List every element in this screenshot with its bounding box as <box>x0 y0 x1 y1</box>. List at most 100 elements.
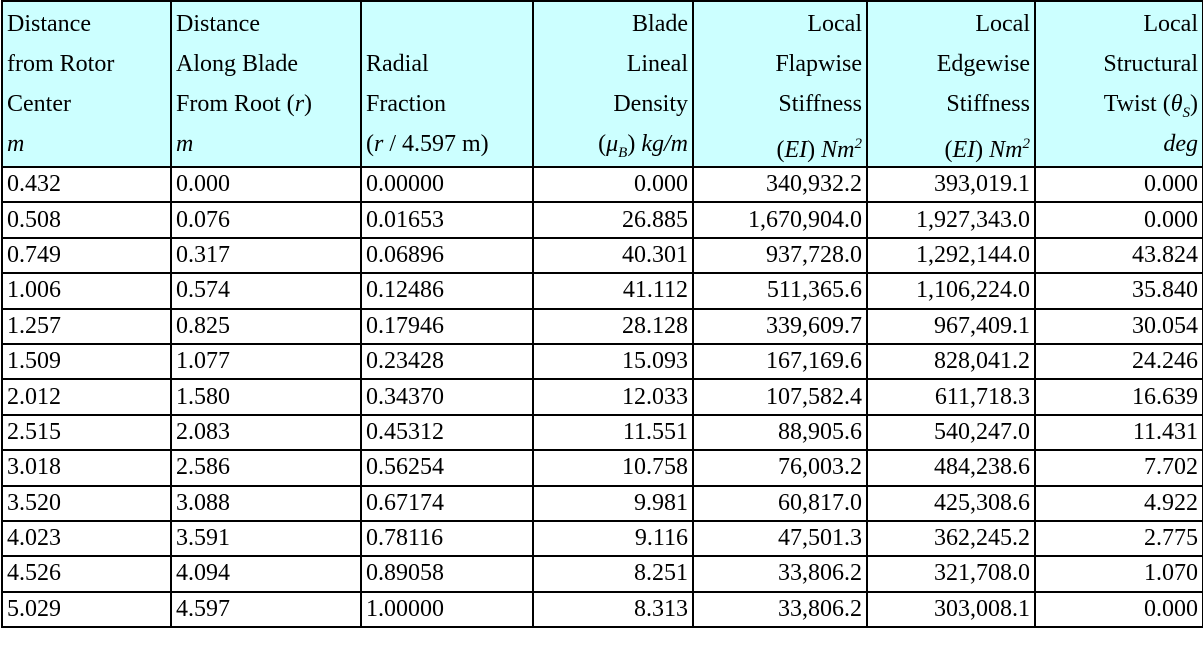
table-cell: 47,501.3 <box>692 519 868 558</box>
table-row: 3.520 3.088 0.67174 9.981 60,817.0 425,308.6 4… <box>1 484 1203 522</box>
table-cell: 4.023 <box>1 519 172 558</box>
table-cell: 4.597 <box>170 590 362 629</box>
header-line: Fraction <box>366 84 528 124</box>
table-cell: 828,041.2 <box>866 342 1036 381</box>
table-cell: 5.029 <box>1 590 172 629</box>
header-text: r <box>294 91 305 117</box>
table-cell: 3.088 <box>170 484 362 522</box>
header-line: Flapwise <box>698 44 862 84</box>
table-cell: 425,308.6 <box>866 484 1036 522</box>
table-cell: 3.018 <box>1 449 172 487</box>
header-text: 2 <box>1022 136 1031 152</box>
table-cell: 7.702 <box>1034 449 1203 487</box>
table-cell: 33,806.2 <box>692 590 868 629</box>
table-cell: 611,718.3 <box>866 378 1036 416</box>
table-cell: 16.639 <box>1034 378 1203 416</box>
table-cell: 0.89058 <box>360 555 534 593</box>
table-row: 1.257 0.825 0.17946 28.128 339,609.7 967,409.… <box>1 307 1203 345</box>
table-cell: 30.054 <box>1034 307 1203 345</box>
header-text: EI <box>784 137 808 163</box>
table-cell: 3.520 <box>1 484 172 522</box>
table-cell: 2.083 <box>170 413 362 452</box>
header-text: ( <box>776 137 785 163</box>
table-cell: 362,245.2 <box>866 519 1036 558</box>
table-row: 0.749 0.317 0.06896 40.301 937,728.0 1,292,14… <box>1 236 1203 275</box>
header-text: Radial <box>366 51 429 77</box>
table-cell: 339,609.7 <box>692 307 868 345</box>
header-line: Radial <box>366 44 528 84</box>
table-cell: 0.17946 <box>360 307 534 345</box>
header-text: B <box>618 144 628 161</box>
header-line: Structural <box>1040 44 1198 84</box>
table-cell: 12.033 <box>532 378 694 416</box>
header-text: from Rotor <box>7 51 115 77</box>
header-text: Edgewise <box>936 51 1030 77</box>
header-text: Structural <box>1103 51 1198 77</box>
table-cell: 1.070 <box>1034 555 1203 593</box>
table-cell: 167,169.6 <box>692 342 868 381</box>
header-line: Density <box>538 84 688 124</box>
table-cell: 9.116 <box>532 519 694 558</box>
header-line: m <box>176 124 356 164</box>
header-text: r <box>374 131 384 157</box>
table-row: 3.018 2.586 0.56254 10.758 76,003.2 484,238.6… <box>1 449 1203 487</box>
header-text: ) <box>627 131 642 157</box>
table-cell: 1.006 <box>1 272 172 310</box>
table-cell: 340,932.2 <box>692 165 868 204</box>
header-cell: Radial Fraction (r / 4.597 m) <box>360 0 534 168</box>
table-cell: 88,905.6 <box>692 413 868 452</box>
header-line: Twist (θS) <box>1040 84 1198 124</box>
table-cell: 9.981 <box>532 484 694 522</box>
header-text: ( <box>944 137 953 163</box>
table-body: 0.432 0.000 0.00000 0.000 340,932.2 393,019.1… <box>1 165 1203 629</box>
header-line: (EI) Nm2 <box>698 124 863 164</box>
table-cell: 8.251 <box>532 555 694 593</box>
header-text: ) <box>807 137 822 163</box>
header-line: From Root (r) <box>176 84 356 124</box>
header-text: Lineal <box>626 51 688 77</box>
table-cell: 0.000 <box>1034 165 1203 204</box>
table-cell: 10.758 <box>532 449 694 487</box>
header-line: Stiffness <box>872 84 1030 124</box>
table-cell: 107,582.4 <box>692 378 868 416</box>
header-text: Nm <box>821 137 855 163</box>
table-cell: 2.012 <box>1 378 172 416</box>
table-cell: 0.01653 <box>360 201 534 239</box>
header-text: Local <box>1143 11 1198 37</box>
header-text: ) <box>975 137 990 163</box>
table-cell: 1.077 <box>170 342 362 381</box>
header-line: Local <box>698 4 862 44</box>
header-text: 2 <box>854 136 863 152</box>
header-cell: Blade Lineal Density (μB) kg/m <box>532 0 694 168</box>
table-cell: 0.749 <box>1 236 172 275</box>
header-text: μ <box>606 131 619 157</box>
header-text: S <box>1182 104 1191 121</box>
header-line: (r / 4.597 m) <box>366 124 528 164</box>
table-row: 0.508 0.076 0.01653 26.885 1,670,904.0 1,927,… <box>1 201 1203 239</box>
table-cell: 1.580 <box>170 378 362 416</box>
table-cell: 8.313 <box>532 590 694 629</box>
table-cell: 0.825 <box>170 307 362 345</box>
header-text: ( <box>598 131 607 157</box>
header-text: Along Blade <box>176 51 298 77</box>
table-cell: 1.257 <box>1 307 172 345</box>
table-cell: 2.586 <box>170 449 362 487</box>
header-text: Nm <box>989 137 1023 163</box>
table-cell: 24.246 <box>1034 342 1203 381</box>
table-cell: 967,409.1 <box>866 307 1036 345</box>
header-line: Center <box>7 84 166 124</box>
header-text: Local <box>975 11 1030 37</box>
table-cell: 0.34370 <box>360 378 534 416</box>
table-cell: 0.076 <box>170 201 362 239</box>
header-line: m <box>7 124 166 164</box>
table-cell: 1,292,144.0 <box>866 236 1036 275</box>
table-row: 4.526 4.094 0.89058 8.251 33,806.2 321,708.0 1… <box>1 555 1203 593</box>
header-text: ( <box>366 131 374 157</box>
table-row: 1.509 1.077 0.23428 15.093 167,169.6 828,041.… <box>1 342 1203 381</box>
table-cell: 0.45312 <box>360 413 534 452</box>
header-cell: Distance from Rotor Center m <box>1 0 172 168</box>
table-cell: 0.67174 <box>360 484 534 522</box>
table-row: 2.012 1.580 0.34370 12.033 107,582.4 611,718.… <box>1 378 1203 416</box>
header-line: deg <box>1040 124 1198 164</box>
